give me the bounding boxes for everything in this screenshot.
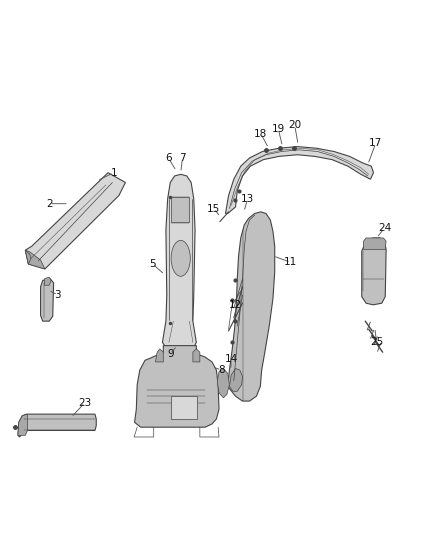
Text: 14: 14 — [225, 354, 238, 364]
Text: 7: 7 — [179, 153, 186, 163]
Polygon shape — [25, 250, 45, 269]
Text: 1: 1 — [110, 168, 117, 177]
Polygon shape — [228, 212, 275, 401]
Polygon shape — [134, 345, 219, 427]
Bar — [171, 396, 197, 419]
Polygon shape — [217, 368, 230, 398]
Polygon shape — [155, 349, 163, 362]
Text: 13: 13 — [241, 194, 254, 204]
Text: 24: 24 — [378, 223, 391, 233]
Text: 19: 19 — [272, 124, 285, 134]
Text: 6: 6 — [165, 153, 172, 163]
Text: 5: 5 — [149, 259, 156, 269]
Polygon shape — [193, 349, 200, 362]
Polygon shape — [41, 279, 53, 321]
Text: 25: 25 — [370, 337, 383, 348]
Text: 20: 20 — [288, 120, 301, 131]
Text: 18: 18 — [254, 128, 268, 139]
Polygon shape — [162, 174, 196, 349]
Text: 9: 9 — [167, 349, 173, 359]
Text: 2: 2 — [46, 199, 53, 209]
Polygon shape — [18, 414, 96, 437]
Polygon shape — [362, 238, 386, 305]
Text: 8: 8 — [218, 365, 225, 375]
Circle shape — [171, 240, 190, 276]
Polygon shape — [25, 250, 31, 264]
Polygon shape — [25, 173, 125, 269]
Text: 15: 15 — [207, 204, 220, 214]
Polygon shape — [230, 368, 243, 391]
Text: 3: 3 — [55, 290, 61, 300]
Polygon shape — [18, 414, 28, 435]
Polygon shape — [45, 277, 51, 285]
Bar — [171, 197, 189, 222]
Polygon shape — [364, 238, 386, 249]
Text: 11: 11 — [284, 257, 297, 268]
Polygon shape — [226, 147, 374, 214]
Text: 23: 23 — [78, 398, 92, 408]
Text: 12: 12 — [229, 300, 242, 310]
Text: 17: 17 — [369, 139, 382, 148]
